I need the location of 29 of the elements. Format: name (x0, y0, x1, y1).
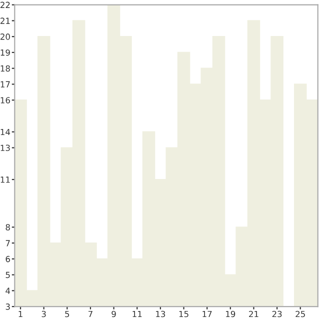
y-tick-label: 14 (0, 128, 10, 136)
x-tick-label: 7 (88, 310, 92, 318)
y-tick-label: 19 (0, 49, 10, 56)
x-tick-label: 5 (65, 310, 70, 318)
y-tick-label: 13 (0, 144, 10, 152)
y-tick-label: 22 (0, 2, 10, 8)
y-tick-label: 11 (0, 176, 10, 183)
y-tick-label: 4 (6, 288, 10, 294)
x-tick-label: 17 (202, 310, 212, 318)
x-tick-label: 9 (112, 310, 116, 318)
x-tick-label: 25 (296, 310, 305, 318)
x-tick-label: 15 (179, 310, 188, 318)
x-tick-label: 3 (42, 310, 46, 318)
x-tick-label: 23 (272, 310, 282, 318)
y-tick-label: 3 (6, 304, 10, 310)
x-tick-label: 11 (132, 310, 142, 318)
y-tick-label: 18 (0, 65, 10, 72)
y-tick-label: 6 (6, 256, 10, 262)
y-tick-label: 8 (6, 224, 10, 230)
y-tick-label: 20 (0, 34, 10, 40)
y-tick-label: 5 (6, 272, 10, 278)
x-tick-label: 13 (156, 310, 166, 318)
y-tick-label: 7 (6, 240, 10, 246)
x-tick-label: 1 (18, 310, 22, 318)
x-tick-label: 21 (249, 310, 258, 318)
x-tick-label: 19 (226, 310, 236, 318)
y-tick-label: 21 (0, 18, 10, 24)
y-tick-label: 16 (0, 97, 10, 104)
y-tick-label: 17 (0, 81, 10, 88)
